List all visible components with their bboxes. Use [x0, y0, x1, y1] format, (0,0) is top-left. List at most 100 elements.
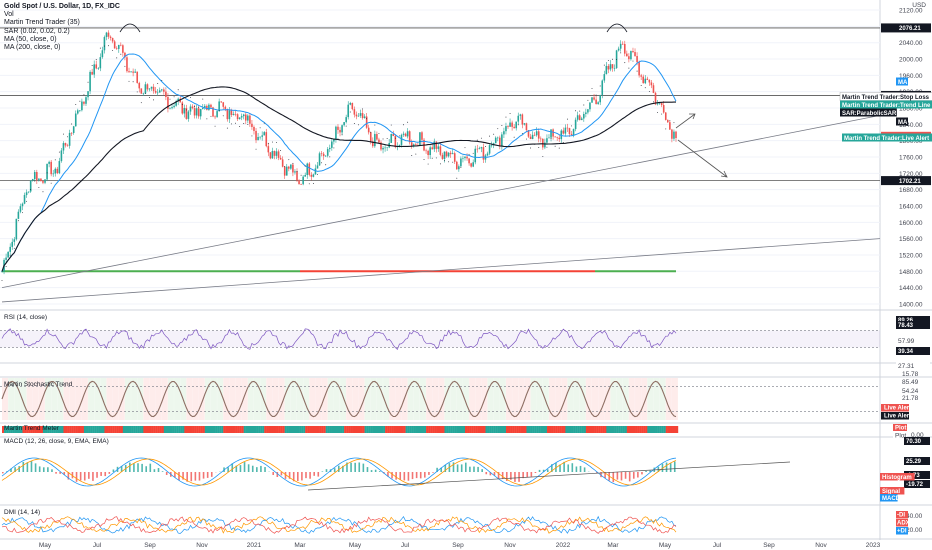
sar-dot — [513, 136, 515, 138]
candle-body — [269, 152, 272, 159]
stoch-bg-band — [499, 378, 506, 420]
stoch-bg-band — [493, 378, 500, 420]
meter-bar — [182, 426, 185, 433]
stoch-bg-band — [192, 378, 199, 420]
meter-bar — [288, 426, 292, 433]
candle-body — [113, 41, 116, 49]
meter-bar — [110, 426, 113, 433]
stoch-bg-band — [610, 378, 617, 420]
candle-body — [558, 137, 561, 140]
meter-bar — [604, 426, 607, 433]
candle-body — [363, 116, 366, 118]
candle-body — [410, 142, 413, 147]
stoch-bg-band — [45, 378, 52, 420]
macd-histogram-bar — [637, 472, 639, 478]
meter-bar — [126, 426, 130, 433]
price-axis[interactable]: 2120.002080.002040.002000.001960.001920.… — [839, 8, 932, 309]
meter-bar — [276, 426, 279, 433]
candle-body — [603, 74, 606, 81]
legend-ma50[interactable]: MA (50, close, 0) — [4, 35, 57, 43]
sar-dot — [42, 191, 44, 193]
sar-dot — [181, 104, 183, 105]
meter-bar — [221, 426, 224, 433]
candle-body — [314, 168, 317, 175]
candle-body — [138, 82, 141, 89]
meter-bar — [217, 426, 220, 433]
candle-body — [359, 113, 362, 116]
stoch-bg-band — [352, 378, 359, 420]
candle-body — [224, 106, 227, 109]
candle-body — [562, 130, 565, 134]
sar-dot — [439, 163, 441, 165]
meter-bar — [596, 426, 599, 433]
meter-bar — [626, 426, 630, 433]
meter-label[interactable]: Martin Trend Meter — [4, 425, 59, 432]
macd-histogram-bar — [100, 472, 102, 476]
meter-bar — [557, 426, 560, 433]
candle-body — [462, 158, 464, 159]
rsi-tick-box — [896, 321, 930, 329]
candle-body — [357, 115, 360, 117]
legend-sar[interactable]: SAR (0.02, 0.02, 0.2) — [4, 27, 70, 35]
meter-bar — [630, 426, 634, 433]
meter-bar — [98, 426, 101, 433]
meter-bar — [69, 426, 72, 433]
stoch-bg-band — [653, 378, 660, 420]
meter-bar — [14, 426, 17, 433]
candle-body — [240, 116, 243, 118]
sar-dot — [325, 164, 327, 166]
stoch-bg-band — [290, 378, 297, 420]
sar-dot — [288, 159, 290, 161]
time-axis[interactable]: May Jul Sep Nov 2021 Mar May Jul Sep Nov 2022 Mar Ma… — [0, 538, 932, 549]
macd-histogram-bar — [669, 463, 672, 472]
legend-volume[interactable]: Vol — [4, 11, 14, 19]
candle-body — [630, 51, 632, 60]
sar-dot — [317, 173, 318, 175]
candle-body — [101, 50, 104, 58]
candle-body — [152, 86, 155, 91]
macd-histogram-bar — [387, 472, 389, 477]
macd-histogram-bar — [280, 472, 283, 476]
stoch-bg-band — [161, 378, 168, 420]
macd-histogram-bar — [579, 465, 582, 472]
sar-dot — [194, 106, 196, 107]
candle-body — [220, 101, 223, 103]
candle-body — [304, 174, 306, 177]
macd-histogram-bar — [473, 466, 475, 472]
stoch-bg-band — [118, 378, 125, 420]
meter-bar — [258, 426, 261, 433]
candle-body — [292, 164, 294, 173]
stoch-bg-band — [426, 378, 433, 420]
rsi-label[interactable]: RSI (14, close) — [4, 314, 47, 321]
dmi-label[interactable]: DMI (14, 14) — [4, 509, 41, 516]
macd-histogram-bar — [251, 465, 254, 472]
macd-histogram-bar — [628, 472, 631, 482]
legend-trend-trader[interactable]: Martin Trend Trader (35) — [4, 19, 80, 27]
meter-bar — [65, 426, 68, 433]
candle-body — [488, 145, 491, 154]
stoch-label[interactable]: Martin Stochastic Trend — [4, 381, 73, 388]
candle-body — [210, 104, 212, 108]
meter-bar — [475, 426, 478, 433]
dmi-tag-box — [896, 527, 908, 535]
legend-ma200[interactable]: MA (200, close, 0) — [4, 44, 61, 52]
meter-bar — [24, 426, 27, 433]
candle-body — [404, 133, 407, 137]
time-tick-label: Sep — [763, 542, 775, 549]
candle-body — [494, 137, 497, 144]
macd-label[interactable]: MACD (12, 26, close, 9, EMA, EMA) — [4, 438, 109, 445]
price-pane[interactable] — [0, 23, 881, 303]
legend-symbol[interactable]: Gold Spot / U.S. Dollar, 1D, FX_IDC — [4, 3, 120, 10]
meter-bar — [241, 426, 244, 433]
macd-histogram-bar — [22, 461, 25, 472]
meter-bar — [606, 426, 609, 433]
meter-bar — [512, 426, 515, 433]
dmi-pane[interactable]: 40.00 20.00 -DI ADX +DI — [1, 511, 923, 535]
candle-body — [421, 132, 423, 140]
meter-bar — [42, 426, 46, 433]
